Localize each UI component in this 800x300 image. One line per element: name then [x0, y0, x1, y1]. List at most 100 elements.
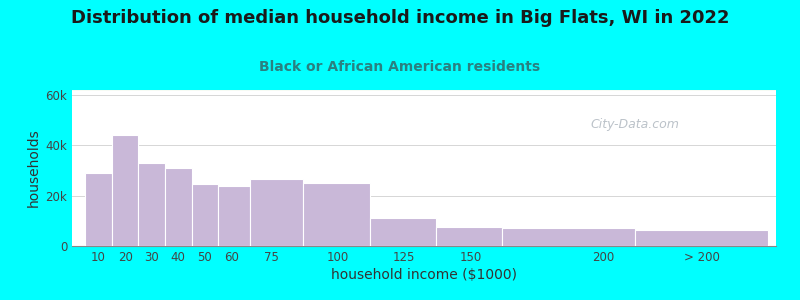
Bar: [72, 90, 776, 91]
Bar: [72, 90, 776, 91]
Bar: [72, 90, 776, 91]
Bar: [436, 227, 502, 246]
Bar: [72, 90, 776, 91]
Bar: [72, 90, 776, 91]
Bar: [250, 179, 303, 246]
X-axis label: household income ($1000): household income ($1000): [331, 268, 517, 282]
Bar: [72, 90, 776, 91]
Bar: [72, 90, 776, 91]
Bar: [72, 90, 776, 91]
Bar: [72, 91, 776, 92]
Bar: [635, 230, 768, 246]
Bar: [72, 91, 776, 92]
Bar: [72, 90, 776, 91]
Bar: [72, 90, 776, 91]
Bar: [72, 91, 776, 92]
Bar: [72, 90, 776, 91]
Bar: [72, 90, 776, 91]
Bar: [72, 91, 776, 92]
Bar: [72, 91, 776, 92]
Bar: [72, 90, 776, 91]
Bar: [72, 91, 776, 92]
Bar: [72, 90, 776, 91]
Bar: [72, 90, 776, 91]
Bar: [72, 90, 776, 91]
Bar: [72, 91, 776, 92]
Bar: [72, 90, 776, 91]
Bar: [72, 91, 776, 92]
Bar: [72, 90, 776, 91]
Bar: [72, 90, 776, 91]
Bar: [72, 91, 776, 92]
Bar: [72, 90, 776, 91]
Bar: [72, 90, 776, 91]
Bar: [72, 90, 776, 91]
Bar: [72, 90, 776, 91]
Bar: [72, 90, 776, 91]
Bar: [72, 90, 776, 91]
Bar: [502, 228, 635, 246]
Bar: [72, 91, 776, 92]
Bar: [370, 218, 436, 246]
Bar: [72, 91, 776, 92]
Bar: [72, 90, 776, 91]
Bar: [72, 90, 776, 91]
Bar: [72, 90, 776, 91]
Bar: [72, 90, 776, 91]
Bar: [72, 90, 776, 91]
Bar: [72, 90, 776, 91]
Bar: [165, 168, 191, 246]
Bar: [72, 90, 776, 91]
Bar: [72, 91, 776, 92]
Bar: [72, 90, 776, 91]
Bar: [72, 91, 776, 92]
Bar: [72, 90, 776, 91]
Bar: [72, 91, 776, 92]
Bar: [72, 90, 776, 91]
Bar: [72, 90, 776, 91]
Bar: [72, 90, 776, 91]
Bar: [72, 90, 776, 91]
Bar: [72, 90, 776, 91]
Bar: [72, 90, 776, 91]
Bar: [86, 173, 112, 246]
Bar: [72, 90, 776, 91]
Bar: [72, 91, 776, 92]
Text: City-Data.com: City-Data.com: [590, 118, 680, 131]
Bar: [72, 90, 776, 91]
Bar: [72, 90, 776, 91]
Bar: [72, 90, 776, 91]
Bar: [72, 90, 776, 91]
Bar: [72, 91, 776, 92]
Bar: [72, 90, 776, 91]
Bar: [72, 90, 776, 91]
Bar: [72, 90, 776, 91]
Bar: [72, 90, 776, 91]
Bar: [72, 90, 776, 91]
Bar: [72, 91, 776, 92]
Bar: [72, 91, 776, 92]
Bar: [72, 91, 776, 92]
Bar: [72, 90, 776, 91]
Bar: [72, 91, 776, 92]
Bar: [72, 90, 776, 91]
Bar: [72, 91, 776, 92]
Bar: [72, 90, 776, 91]
Bar: [72, 90, 776, 91]
Bar: [72, 91, 776, 92]
Bar: [72, 90, 776, 91]
Bar: [72, 90, 776, 91]
Bar: [72, 90, 776, 91]
Bar: [72, 90, 776, 91]
Bar: [72, 91, 776, 92]
Bar: [72, 91, 776, 92]
Bar: [218, 186, 250, 246]
Bar: [72, 91, 776, 92]
Bar: [72, 90, 776, 91]
Bar: [72, 90, 776, 91]
Bar: [72, 90, 776, 91]
Bar: [72, 91, 776, 92]
Bar: [72, 91, 776, 92]
Bar: [72, 90, 776, 91]
Bar: [72, 90, 776, 91]
